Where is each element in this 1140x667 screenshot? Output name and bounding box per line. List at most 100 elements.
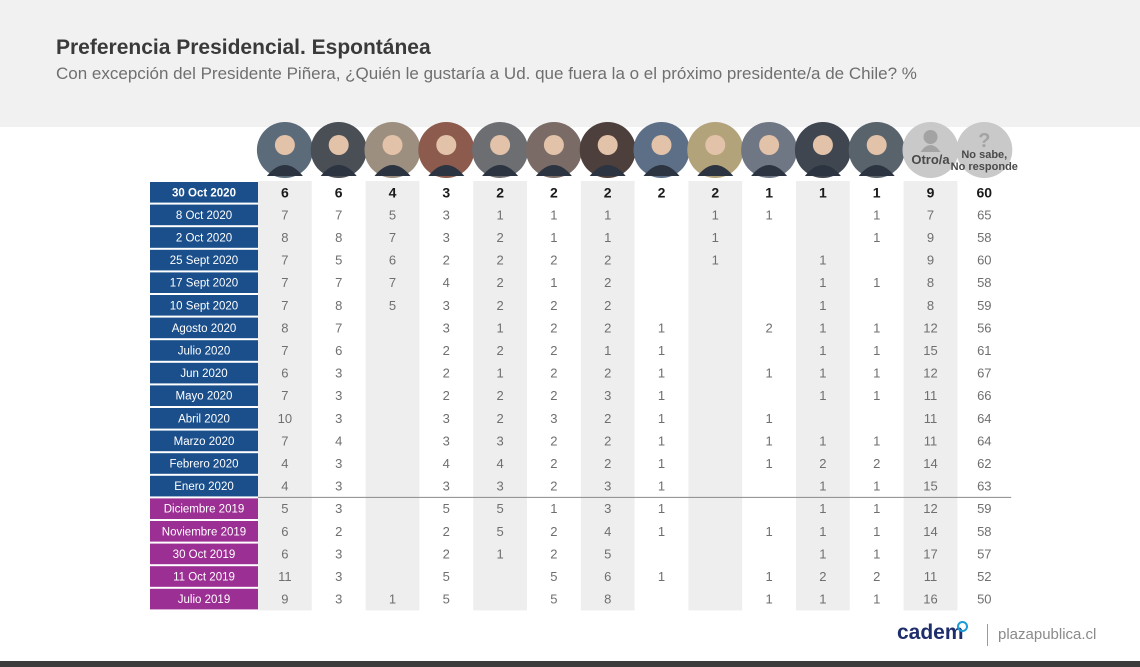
row-label: Diciembre 2019 (164, 504, 245, 516)
table-cell: 2 (443, 546, 450, 561)
table-cell: 2 (550, 320, 557, 335)
row-label: 8 Oct 2020 (176, 210, 232, 222)
row-label-cell (150, 249, 258, 271)
row-label: 17 Sept 2020 (170, 278, 238, 290)
table-cell: 2 (765, 320, 772, 335)
table-cell: 2 (873, 569, 880, 584)
table-cell: 58 (977, 524, 991, 539)
table-cell: 64 (977, 433, 991, 448)
table-cell: 4 (281, 479, 288, 494)
table-cell: 3 (335, 388, 342, 403)
row-label-cell (150, 498, 258, 519)
table-cell: 2 (550, 184, 558, 200)
table-cell: 1 (819, 501, 826, 516)
table-cell: 1 (658, 456, 665, 471)
table-cell: 8 (604, 592, 611, 607)
table-cell: 2 (604, 366, 611, 381)
table-cell: 58 (977, 275, 991, 290)
table-cell: 6 (281, 366, 288, 381)
table-cell: 12 (923, 501, 937, 516)
table-cell: 3 (335, 479, 342, 494)
table-cell: 4 (389, 184, 397, 200)
table-cell: 2 (711, 184, 719, 200)
table-cell: 64 (977, 411, 991, 426)
table-cell: 1 (765, 456, 772, 471)
table-cell: 1 (658, 501, 665, 516)
table-cell: 12 (923, 366, 937, 381)
table-cell: 1 (658, 411, 665, 426)
table-cell: 1 (550, 230, 557, 245)
table-cell: 3 (443, 320, 450, 335)
row-label-cell (150, 521, 258, 542)
table-cell: 1 (765, 207, 772, 222)
table-cell: 3 (443, 433, 450, 448)
header-band: Preferencia Presidencial. Espontánea Con… (0, 0, 1140, 127)
row-label-cell (150, 295, 258, 316)
table-cell: 5 (443, 501, 450, 516)
table-cell: 5 (550, 592, 557, 607)
table-cell: 1 (873, 592, 880, 607)
table-cell: 6 (604, 569, 611, 584)
table-cell: 2 (550, 343, 557, 358)
table-cell: 2 (550, 366, 557, 381)
table-cell: 1 (496, 207, 503, 222)
table-cell: 67 (977, 366, 991, 381)
table-cell: 1 (873, 343, 880, 358)
person-photo-icon (364, 122, 421, 178)
table-cell: 7 (281, 275, 288, 290)
table-cell: 6 (389, 253, 396, 268)
row-label: Mayo 2020 (176, 391, 233, 403)
table-cell: 1 (496, 366, 503, 381)
table-cell: 11 (924, 433, 938, 448)
row-label: Agosto 2020 (172, 323, 237, 335)
table-cell: 7 (389, 230, 396, 245)
table-cell: 61 (977, 343, 991, 358)
row-label-cell (150, 272, 258, 293)
column-band (473, 181, 527, 611)
table-cell: 3 (443, 207, 450, 222)
table-cell: 58 (977, 230, 991, 245)
table-cell: 3 (443, 298, 450, 313)
table-cell: 2 (496, 388, 503, 403)
table-cell: 1 (873, 479, 880, 494)
table-cell: 7 (335, 207, 342, 222)
person-silhouette-icon (902, 122, 959, 178)
table-cell: 57 (977, 546, 991, 561)
table-cell: 1 (819, 298, 826, 313)
table-cell: 1 (873, 524, 880, 539)
table-cell: 8 (335, 230, 342, 245)
footer-divider (987, 624, 988, 646)
table-cell: 1 (819, 253, 826, 268)
table-cell: 2 (496, 184, 504, 200)
person-photo-icon (741, 122, 798, 178)
table-cell: 4 (443, 275, 450, 290)
table-cell: 6 (281, 524, 288, 539)
row-label-cell (150, 227, 258, 248)
table-cell: 3 (335, 456, 342, 471)
row-label: Julio 2019 (178, 594, 230, 606)
column-header-label: No responde (951, 161, 1018, 173)
table-cell: 3 (335, 366, 342, 381)
row-label: Enero 2020 (174, 481, 233, 493)
table-cell: 3 (496, 479, 503, 494)
table-cell: 63 (977, 479, 991, 494)
row-label-cell (150, 566, 258, 587)
table-cell: 2 (496, 411, 503, 426)
table-cell: 1 (658, 388, 665, 403)
person-photo-icon (687, 122, 744, 178)
table-cell: 7 (281, 207, 288, 222)
table-cell: 5 (389, 207, 396, 222)
table-cell: 6 (281, 546, 288, 561)
question-mark-icon: ? (956, 122, 1013, 178)
table-cell: 1 (819, 275, 826, 290)
table-cell: 1 (658, 479, 665, 494)
table-cell: 2 (443, 343, 450, 358)
table-cell: 10 (278, 411, 292, 426)
table-cell: 7 (281, 388, 288, 403)
table-cell: 4 (604, 524, 611, 539)
person-photo-icon (418, 122, 475, 178)
svg-text:?: ? (978, 130, 990, 152)
row-label-cell (150, 340, 258, 361)
person-photo-icon (794, 122, 851, 178)
table-cell: 4 (496, 456, 503, 471)
